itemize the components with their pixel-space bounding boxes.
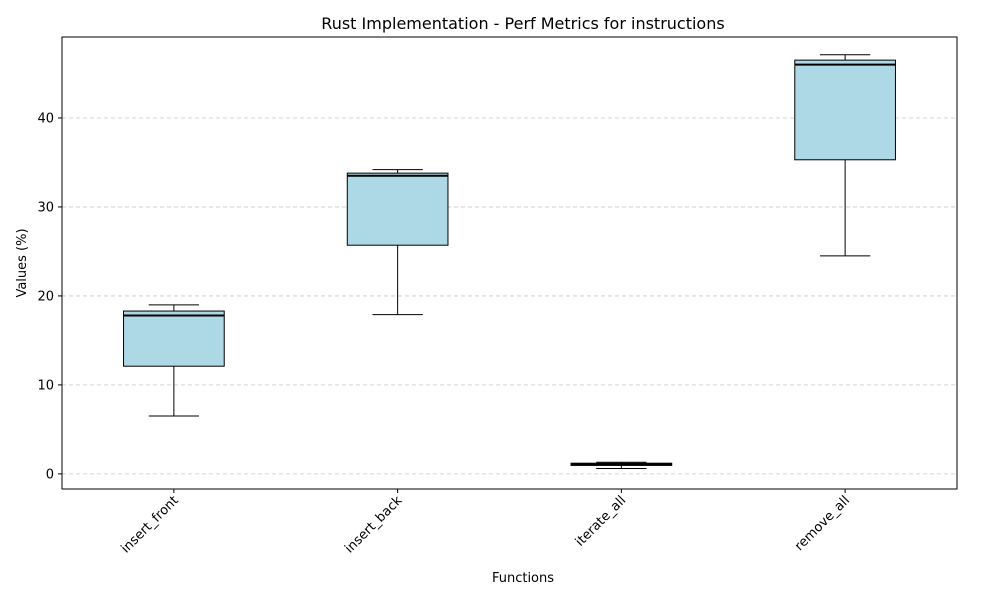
y-tick-label: 10 [37,378,54,393]
x-tick-label: insert_front [118,493,181,556]
x-tick-label: iterate_all [573,493,629,549]
iqr-box [123,310,225,367]
box-remove_all [794,54,896,257]
y-axis-label: Values (%) [15,228,30,297]
box-insert_front [123,304,225,417]
y-axis-ticks: 0 10 20 30 40 [37,111,62,482]
x-axis-ticks: insert_front insert_back iterate_all remove… [118,489,853,557]
chart-title: Rust Implementation - Perf Metrics for i… [321,14,724,33]
y-gridlines [62,117,957,475]
iqr-box [794,59,896,161]
y-tick-label: 20 [37,289,54,304]
y-tick-label: 0 [46,467,54,482]
plot-area-frame [61,36,958,490]
y-tick-label: 30 [37,200,54,215]
iqr-box [346,172,449,246]
y-tick-label: 40 [37,111,54,126]
x-tick-label: insert_back [342,493,406,557]
x-tick-label: remove_all [792,493,853,554]
box-iterate_all [570,461,673,470]
boxes [123,54,896,470]
box-insert_back [346,169,449,316]
x-axis-label: Functions [492,571,554,586]
